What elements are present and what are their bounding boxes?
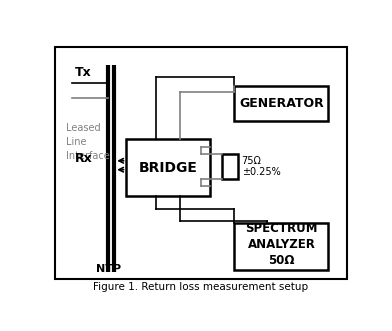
Text: NTP: NTP bbox=[96, 264, 121, 274]
Text: Leased
Line
Interface: Leased Line Interface bbox=[66, 123, 109, 161]
Text: SPECTRUM
ANALYZER: SPECTRUM ANALYZER bbox=[245, 222, 318, 251]
Text: BRIDGE: BRIDGE bbox=[139, 161, 198, 175]
Bar bbox=[222, 154, 238, 179]
Bar bbox=[127, 139, 210, 197]
Text: Tx: Tx bbox=[75, 66, 92, 79]
Text: Figure 1. Return loss measurement setup: Figure 1. Return loss measurement setup bbox=[93, 282, 309, 293]
Text: Rx: Rx bbox=[75, 152, 93, 165]
Text: GENERATOR: GENERATOR bbox=[239, 97, 324, 110]
Text: ±0.25%: ±0.25% bbox=[241, 167, 280, 177]
Bar bbox=[234, 86, 328, 121]
Text: 50Ω: 50Ω bbox=[268, 254, 295, 266]
Bar bbox=[234, 223, 328, 270]
Text: 75Ω: 75Ω bbox=[241, 156, 261, 166]
